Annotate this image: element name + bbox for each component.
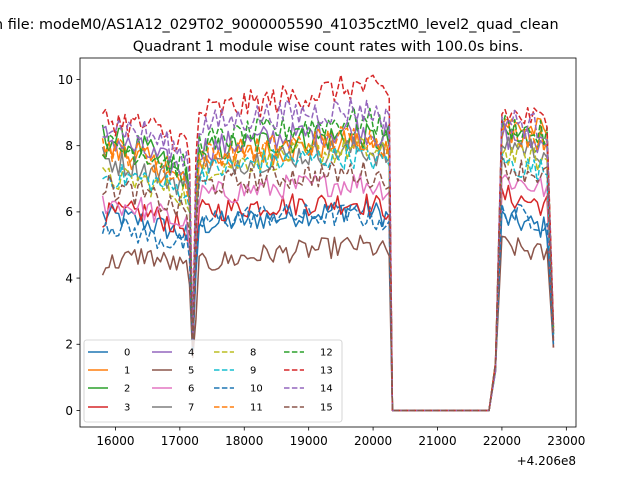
legend-box [83, 339, 343, 423]
x-tick-label: 21000 [418, 434, 456, 448]
y-tick-label: 6 [65, 205, 73, 219]
x-axis: 16000 17000 18000 19000 20000 21000 22000 23000 [96, 427, 585, 448]
x-tick-label: 19000 [290, 434, 328, 448]
legend-label-3: 3 [124, 403, 130, 414]
legend-label-12: 12 [320, 348, 333, 359]
plot-area [101, 74, 555, 412]
y-axis: 0 2 4 6 8 10 [58, 73, 80, 418]
legend-label-8: 8 [250, 348, 256, 359]
legend-label-2: 2 [124, 384, 130, 395]
legend-label-10: 10 [250, 384, 263, 395]
legend-label-15: 15 [320, 403, 333, 414]
legend-label-5: 5 [188, 366, 194, 377]
y-tick-label: 4 [65, 271, 73, 285]
legend-label-9: 9 [250, 366, 256, 377]
figure-suptitle: n file: modeM0/AS1A12_029T02_9000005590_… [0, 17, 559, 33]
x-tick-label: 23000 [547, 434, 585, 448]
y-tick-label: 0 [65, 404, 73, 418]
legend-label-0: 0 [124, 348, 130, 359]
legend-label-4: 4 [188, 348, 194, 359]
legend-label-1: 1 [124, 366, 130, 377]
legend-label-11: 11 [250, 403, 263, 414]
x-tick-label: 22000 [483, 434, 521, 448]
x-tick-label: 16000 [96, 434, 134, 448]
axes-frame [79, 57, 577, 428]
y-tick-label: 8 [65, 139, 73, 153]
x-tick-label: 18000 [225, 434, 263, 448]
legend-label-6: 6 [188, 384, 194, 395]
y-tick-label: 10 [58, 73, 73, 87]
x-tick-label: 20000 [354, 434, 392, 448]
series-line-10 [101, 203, 555, 412]
legend-label-7: 7 [188, 403, 194, 414]
chart-title: Quadrant 1 module wise count rates with … [133, 39, 524, 55]
series-line-15 [102, 156, 555, 412]
y-tick-label: 2 [65, 338, 73, 352]
legend-label-14: 14 [320, 384, 333, 395]
x-offset-label: +4.206e8 [517, 454, 576, 468]
x-tick-label: 17000 [161, 434, 199, 448]
legend-label-13: 13 [320, 366, 333, 377]
